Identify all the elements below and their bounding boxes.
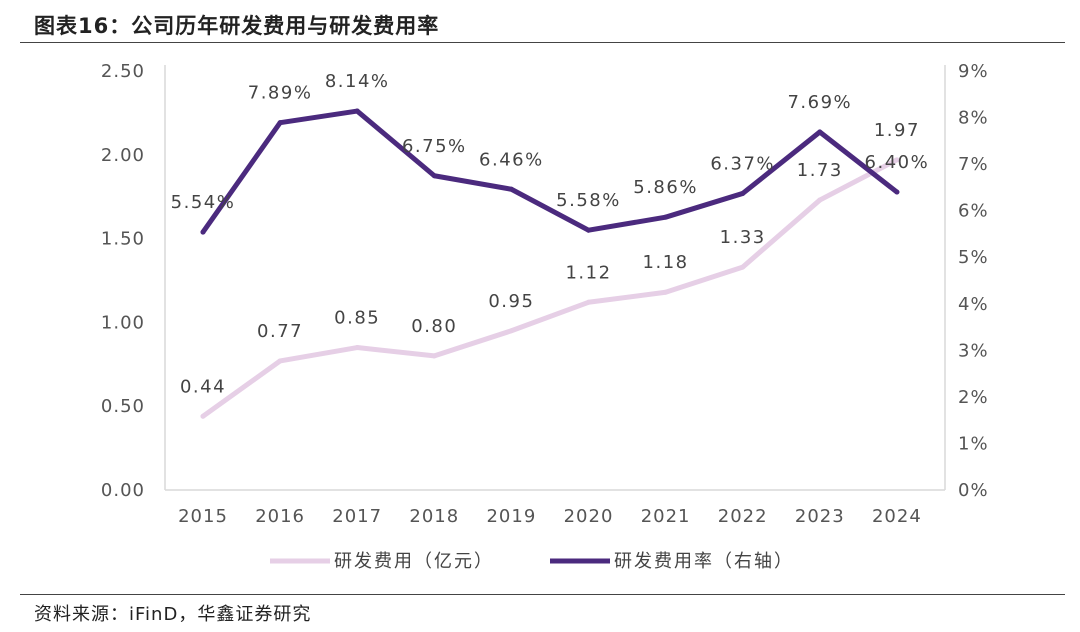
combo-line-chart: 0.00 0.50 1.00 1.50 2.00 2.50 0% 1% 2% 3% 4% 5% 6% 7%… — [101, 61, 989, 572]
rate-data-label: 6.75% — [402, 136, 467, 157]
expense-data-point — [586, 299, 591, 305]
right-axis-tick-label: 8% — [958, 108, 989, 129]
x-axis-tick-label: 2022 — [718, 506, 768, 527]
expense-data-point — [354, 345, 360, 351]
expense-data-point — [200, 413, 206, 419]
expense-data-label: 0.85 — [334, 308, 380, 329]
expense-data-label: 1.97 — [874, 120, 920, 141]
expense-data-label: 0.77 — [257, 321, 303, 342]
rate-data-point — [663, 214, 669, 220]
expense-data-label: 1.33 — [720, 227, 766, 248]
expense-data-label: 1.18 — [643, 252, 689, 273]
right-axis-tick-label: 4% — [958, 294, 989, 315]
right-axis-tick-label: 2% — [958, 387, 989, 408]
rate-data-label: 7.89% — [248, 83, 313, 104]
left-axis-tick-label: 1.50 — [101, 229, 145, 250]
left-axis-tick-label: 0.00 — [101, 480, 145, 501]
left-axis-tick-label: 2.50 — [101, 61, 145, 82]
expense-data-point — [663, 289, 669, 295]
rate-data-label: 5.86% — [633, 177, 698, 198]
right-axis-tick-label: 6% — [958, 201, 989, 222]
x-axis-tick-label: 2019 — [486, 506, 536, 527]
chart-title: 图表16：公司历年研发费用与研发费用率 — [34, 14, 440, 38]
x-axis-tick-label: 2021 — [641, 506, 691, 527]
expense-data-point — [817, 197, 823, 203]
expense-data-label: 0.95 — [488, 291, 534, 312]
expense-data-label: 0.44 — [180, 376, 226, 397]
rate-data-label: 6.40% — [865, 152, 930, 173]
right-axis-tick-label: 1% — [958, 433, 989, 454]
x-axis-tick-label: 2024 — [872, 506, 922, 527]
legend-expense-label: 研发费用（亿元） — [334, 551, 494, 572]
rate-data-point — [508, 186, 514, 192]
rate-data-label: 6.46% — [479, 149, 544, 170]
expense-data-label: 0.80 — [411, 316, 457, 337]
rate-data-label: 6.37% — [710, 153, 775, 174]
rate-series-line — [200, 108, 900, 235]
left-axis-tick-label: 1.00 — [101, 312, 145, 333]
rate-data-point — [277, 120, 283, 126]
left-axis-tick-label: 0.50 — [101, 396, 145, 417]
source-divider — [20, 594, 1065, 595]
expense-data-point — [277, 358, 283, 364]
rate-data-label: 7.69% — [787, 92, 852, 113]
expense-data-label: 1.12 — [565, 262, 611, 283]
left-axis-tick-label: 2.00 — [101, 145, 145, 166]
rate-data-label: 5.54% — [171, 192, 236, 213]
rate-data-label: 5.58% — [556, 190, 621, 211]
x-axis-tick-label: 2017 — [332, 506, 382, 527]
rate-data-label: 8.14% — [325, 71, 390, 92]
x-axis-tick-label: 2018 — [409, 506, 459, 527]
x-axis-tick-label: 2023 — [795, 506, 845, 527]
expense-data-label: 1.73 — [797, 160, 843, 181]
expense-data-point — [431, 353, 437, 359]
x-axis-tick-label: 2015 — [178, 506, 228, 527]
expense-data-point — [508, 328, 514, 334]
rate-data-point — [586, 227, 591, 233]
expense-data-point — [740, 264, 746, 270]
x-axis-tick-label: 2016 — [255, 506, 305, 527]
legend-rate-label: 研发费用率（右轴） — [614, 551, 794, 572]
expense-series-line — [200, 157, 900, 419]
rate-data-point — [200, 229, 206, 235]
right-axis-tick-label: 7% — [958, 154, 989, 175]
title-divider — [20, 42, 1065, 43]
rate-data-point — [894, 189, 900, 195]
right-axis-tick-label: 5% — [958, 247, 989, 268]
source-note: 资料来源：iFinD，华鑫证券研究 — [34, 604, 312, 625]
rate-data-point — [740, 190, 746, 196]
rate-data-point — [354, 108, 360, 114]
right-axis-tick-label: 9% — [958, 61, 989, 82]
rate-data-point — [817, 129, 823, 135]
expense-data-point — [894, 157, 900, 163]
right-axis-tick-label: 3% — [958, 340, 989, 361]
x-axis-tick-label: 2020 — [564, 506, 614, 527]
rate-data-point — [431, 173, 437, 179]
right-axis-tick-label: 0% — [958, 480, 989, 501]
